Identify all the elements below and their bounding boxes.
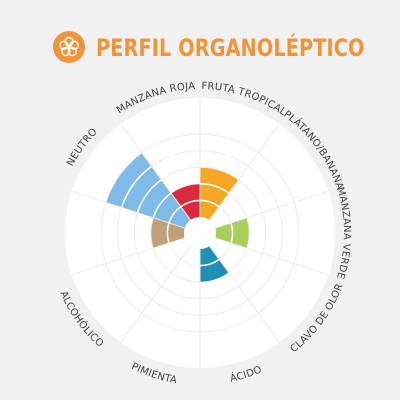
- grid-spoke: [71, 237, 185, 276]
- sector-level-divider: [199, 199, 220, 208]
- grid-spoke: [120, 245, 191, 343]
- flower-icon: [53, 31, 85, 63]
- sector-level-divider: [152, 192, 172, 219]
- category-label: PIMIENTA: [129, 361, 177, 386]
- sector-level-divider: [168, 205, 182, 224]
- page-title: PERFIL ORGANOLÉPTICO: [96, 34, 365, 62]
- sector-level-divider: [136, 179, 162, 213]
- sector-level-divider: [166, 222, 170, 244]
- sector-level-divider: [199, 258, 220, 267]
- header: PERFIL ORGANOLÉPTICO: [52, 28, 392, 68]
- sector-level-divider: [120, 165, 153, 208]
- category-label: MANZANA VERDE: [334, 186, 352, 280]
- grid-spoke: [209, 245, 280, 343]
- grid-spoke: [215, 237, 329, 276]
- sector-level-divider: [199, 183, 230, 194]
- grid-spoke: [215, 190, 329, 229]
- grid-spoke: [71, 190, 185, 229]
- sector-fruta-tropical: [200, 167, 239, 221]
- sector-level-divider: [230, 222, 234, 244]
- chart-grid: [71, 98, 329, 368]
- sector-manzana-roja: [171, 183, 200, 221]
- grid-spoke: [209, 123, 280, 221]
- chart-center: [184, 217, 216, 249]
- sector-ácido: [200, 245, 229, 283]
- category-label: ÁCIDO: [229, 364, 264, 385]
- sector-level-divider: [180, 199, 201, 208]
- grid-spoke: [120, 123, 191, 221]
